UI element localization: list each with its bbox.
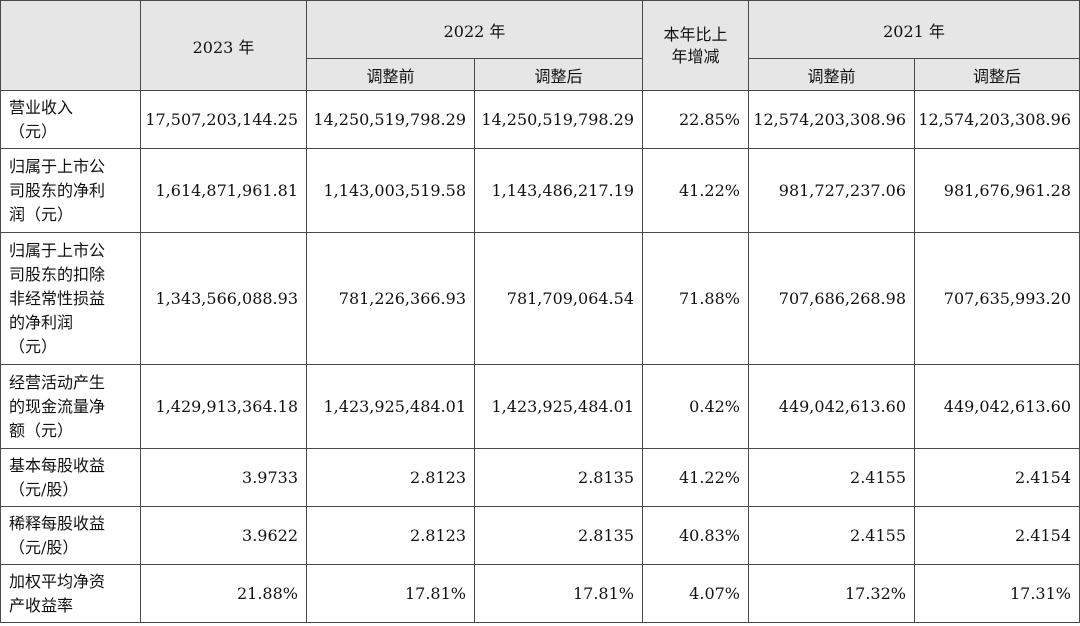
header-yoy-line-1: 本年比上: [663, 24, 728, 44]
value-cell: 17.81%: [474, 564, 643, 623]
row-label-line: 司股东的净利: [9, 180, 106, 200]
table-row: 基本每股收益 （元/股） 3.9733 2.8123 2.8135 41.22% 2.415…: [0, 448, 1080, 507]
header-corner: [0, 0, 141, 91]
row-label-line: 额（元）: [9, 420, 74, 440]
value-cell: 3.9622: [140, 506, 307, 565]
value-cell: 1,614,871,961.81: [140, 148, 307, 233]
value-cell: 1,143,003,519.58: [306, 148, 475, 233]
value-cell: 71.88%: [642, 232, 749, 365]
value-cell: 781,226,366.93: [306, 232, 475, 365]
table-row: 归属于上市公 司股东的扣除 非经常性损益 的净利润 （元） 1,343,566,088.9…: [0, 232, 1080, 365]
value-cell: 17.81%: [306, 564, 475, 623]
table-row: 归属于上市公 司股东的净利 润（元） 1,614,871,961.81 1,143,00…: [0, 148, 1080, 233]
value-cell: 2.8123: [306, 448, 475, 507]
header-2021-after: 调整后: [914, 58, 1080, 91]
value-cell: 1,343,566,088.93: [140, 232, 307, 365]
row-label-line: （元）: [9, 121, 58, 141]
value-cell: 0.42%: [642, 364, 749, 449]
header-yoy-change: 本年比上 年增减: [642, 0, 749, 91]
row-label-line: 的净利润: [9, 312, 74, 332]
value-cell: 2.4155: [748, 448, 915, 507]
value-cell: 1,143,486,217.19: [474, 148, 643, 233]
row-label: 归属于上市公 司股东的净利 润（元）: [0, 148, 141, 233]
header-2022: 2022 年: [306, 0, 643, 59]
value-cell: 981,727,237.06: [748, 148, 915, 233]
row-label: 稀释每股收益 （元/股）: [0, 506, 141, 565]
row-label: 营业收入 （元）: [0, 90, 141, 149]
value-cell: 22.85%: [642, 90, 749, 149]
header-2022-after: 调整后: [474, 58, 643, 91]
value-cell: 12,574,203,308.96: [748, 90, 915, 149]
row-label-line: 产收益率: [9, 595, 74, 615]
row-label-line: 归属于上市公: [9, 240, 106, 260]
value-cell: 40.83%: [642, 506, 749, 565]
value-cell: 12,574,203,308.96: [914, 90, 1080, 149]
row-label: 基本每股收益 （元/股）: [0, 448, 141, 507]
row-label-line: 司股东的扣除: [9, 264, 106, 284]
row-label-line: （元/股）: [9, 537, 79, 557]
header-2023: 2023 年: [140, 0, 307, 91]
value-cell: 707,686,268.98: [748, 232, 915, 365]
value-cell: 17.31%: [914, 564, 1080, 623]
value-cell: 17.32%: [748, 564, 915, 623]
table-body: 营业收入 （元） 17,507,203,144.25 14,250,519,798.2…: [0, 90, 1080, 623]
value-cell: 21.88%: [140, 564, 307, 623]
value-cell: 449,042,613.60: [914, 364, 1080, 449]
row-label-line: （元/股）: [9, 479, 79, 499]
row-label-line: 的现金流量净: [9, 396, 106, 416]
header-2021-before: 调整前: [748, 58, 915, 91]
row-label-line: 基本每股收益: [9, 455, 106, 475]
header-2021: 2021 年: [748, 0, 1080, 59]
header-yoy-line-2: 年增减: [671, 46, 720, 66]
row-label-line: 稀释每股收益: [9, 513, 106, 533]
row-label-line: 经营活动产生: [9, 372, 106, 392]
value-cell: 1,423,925,484.01: [474, 364, 643, 449]
value-cell: 1,429,913,364.18: [140, 364, 307, 449]
value-cell: 1,423,925,484.01: [306, 364, 475, 449]
value-cell: 707,635,993.20: [914, 232, 1080, 365]
header-2022-before: 调整前: [306, 58, 475, 91]
value-cell: 14,250,519,798.29: [474, 90, 643, 149]
row-label: 加权平均净资 产收益率: [0, 564, 141, 623]
value-cell: 17,507,203,144.25: [140, 90, 307, 149]
row-label-line: 归属于上市公: [9, 156, 106, 176]
value-cell: 2.4154: [914, 448, 1080, 507]
value-cell: 4.07%: [642, 564, 749, 623]
row-label: 归属于上市公 司股东的扣除 非经常性损益 的净利润 （元）: [0, 232, 141, 365]
value-cell: 2.4155: [748, 506, 915, 565]
value-cell: 2.8135: [474, 448, 643, 507]
row-label: 经营活动产生 的现金流量净 额（元）: [0, 364, 141, 449]
value-cell: 781,709,064.54: [474, 232, 643, 365]
value-cell: 14,250,519,798.29: [306, 90, 475, 149]
row-label-line: （元）: [9, 336, 58, 356]
row-label-line: 非经常性损益: [9, 288, 106, 308]
table-row: 营业收入 （元） 17,507,203,144.25 14,250,519,798.2…: [0, 90, 1080, 149]
value-cell: 449,042,613.60: [748, 364, 915, 449]
table-row: 加权平均净资 产收益率 21.88% 17.81% 17.81% 4.07% 17.32% 1…: [0, 564, 1080, 623]
value-cell: 41.22%: [642, 448, 749, 507]
value-cell: 41.22%: [642, 148, 749, 233]
table-row: 经营活动产生 的现金流量净 额（元） 1,429,913,364.18 1,423,92…: [0, 364, 1080, 449]
value-cell: 2.8123: [306, 506, 475, 565]
value-cell: 3.9733: [140, 448, 307, 507]
row-label-line: 营业收入: [9, 97, 74, 117]
value-cell: 981,676,961.28: [914, 148, 1080, 233]
row-label-line: 加权平均净资: [9, 571, 106, 591]
value-cell: 2.8135: [474, 506, 643, 565]
table-row: 稀释每股收益 （元/股） 3.9622 2.8123 2.8135 40.83% 2.415…: [0, 506, 1080, 565]
row-label-line: 润（元）: [9, 204, 74, 224]
value-cell: 2.4154: [914, 506, 1080, 565]
